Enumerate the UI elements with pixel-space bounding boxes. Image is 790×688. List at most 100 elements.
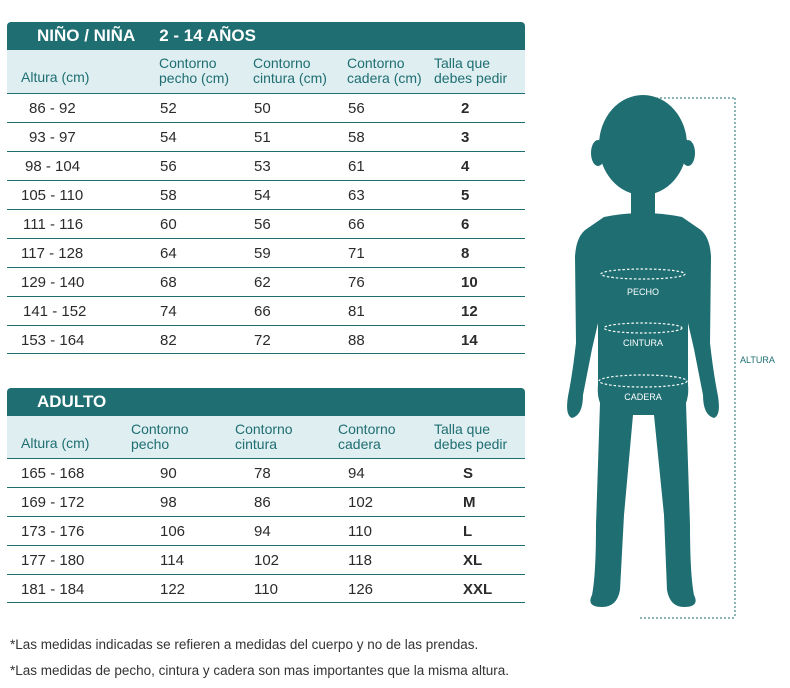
cell-cadera: 81	[348, 303, 365, 320]
kids-table-title-bar: NIÑO / NIÑA 2 - 14 AÑOS	[7, 22, 525, 50]
cell-talla: L	[463, 523, 473, 540]
kids-size-table: NIÑO / NIÑA 2 - 14 AÑOS Altura (cm) Cont…	[7, 22, 525, 354]
adult-table-title-bar: ADULTO	[7, 388, 525, 416]
child-silhouette	[567, 95, 719, 607]
cell-altura: 129 - 140	[21, 274, 85, 291]
label-pecho: PECHO	[627, 287, 659, 297]
cell-cadera: 71	[348, 245, 365, 262]
cell-pecho: 106	[160, 523, 186, 540]
cell-altura: 173 - 176	[21, 523, 85, 540]
cell-cintura: 62	[254, 274, 271, 291]
cell-talla: 4	[461, 158, 470, 175]
table-row: 181 - 184 122 110 126 XXL	[7, 574, 525, 603]
cell-cadera: 63	[348, 187, 365, 204]
kids-table-header: Altura (cm) Contorno pecho (cm) Contorno c…	[7, 50, 525, 93]
cell-altura: 141 - 152	[23, 303, 87, 320]
height-guide	[640, 97, 736, 619]
kids-table-title: NIÑO / NIÑA	[37, 26, 136, 45]
cell-cadera: 94	[348, 465, 365, 482]
cell-cintura: 110	[254, 581, 278, 598]
cell-altura: 111 - 116	[23, 216, 84, 233]
header-altura: Altura (cm)	[21, 69, 90, 85]
footnote-body-measurements: *Las medidas indicadas se refieren a med…	[10, 637, 479, 652]
adult-table-header: Altura (cm) Contorno pecho Contorno cintur…	[7, 416, 525, 458]
cell-cintura: 59	[254, 245, 271, 262]
cell-altura: 93 - 97	[29, 129, 76, 146]
header-cintura: Contorno cintura (cm)	[253, 55, 327, 86]
cell-pecho: 60	[160, 216, 177, 233]
header-altura: Altura (cm)	[21, 435, 90, 451]
cell-talla: 3	[461, 129, 470, 146]
cell-talla: 5	[461, 187, 470, 204]
cell-cadera: 126	[348, 581, 374, 598]
cell-cadera: 61	[348, 158, 365, 175]
cell-talla: 2	[461, 100, 470, 117]
header-cintura: Contorno cintura	[235, 421, 293, 452]
cell-cadera: 56	[348, 100, 365, 117]
table-row: 86 - 92 52 50 56 2	[7, 93, 525, 122]
cell-talla: 6	[461, 216, 470, 233]
cell-talla: 10	[461, 274, 478, 291]
cell-pecho: 98	[160, 494, 177, 511]
table-row: 173 - 176 106 94 110 L	[7, 516, 525, 545]
cell-cadera: 88	[348, 332, 365, 349]
cell-altura: 98 - 104	[25, 158, 81, 175]
cell-cadera: 58	[348, 129, 365, 146]
cell-cadera: 110	[348, 523, 372, 540]
cell-cadera: 118	[348, 552, 372, 569]
cell-pecho: 54	[160, 129, 177, 146]
header-talla: Talla que debes pedir	[434, 55, 508, 86]
cell-cadera: 66	[348, 216, 365, 233]
cell-cadera: 76	[348, 274, 365, 291]
table-row: 93 - 97 54 51 58 3	[7, 122, 525, 151]
cell-pecho: 82	[160, 332, 177, 349]
cell-pecho: 90	[160, 465, 177, 482]
cell-talla: XXL	[463, 581, 493, 598]
cell-altura: 86 - 92	[29, 100, 76, 117]
cell-altura: 181 - 184	[21, 581, 85, 598]
cell-talla: 12	[461, 303, 478, 320]
cell-altura: 165 - 168	[21, 465, 85, 482]
header-pecho: Contorno pecho (cm)	[159, 55, 230, 86]
cell-cintura: 66	[254, 303, 271, 320]
table-row: 117 - 128 64 59 71 8	[7, 238, 525, 267]
label-altura: ALTURA	[740, 355, 775, 365]
measurement-lines	[598, 268, 688, 388]
cell-cintura: 72	[254, 332, 271, 349]
cell-altura: 177 - 180	[21, 552, 85, 569]
kids-age-range: 2 - 14 AÑOS	[159, 26, 256, 45]
cell-talla: 8	[461, 245, 470, 262]
cell-cintura: 78	[254, 465, 271, 482]
cell-cintura: 94	[254, 523, 271, 540]
cell-talla: M	[463, 494, 476, 511]
cell-talla: XL	[463, 552, 483, 569]
cell-cintura: 56	[254, 216, 271, 233]
header-cadera: Contorno cadera	[338, 421, 396, 452]
cell-pecho: 56	[160, 158, 177, 175]
table-row: 177 - 180 114 102 118 XL	[7, 545, 525, 574]
cell-cintura: 86	[254, 494, 271, 511]
table-row: 98 - 104 56 53 61 4	[7, 151, 525, 180]
cell-altura: 105 - 110	[21, 187, 84, 204]
adult-size-table: ADULTO Altura (cm) Contorno pecho Contorn…	[7, 388, 525, 603]
adult-table-body: 165 - 168 90 78 94 S 169 - 172 98 86 102…	[7, 458, 525, 603]
body-measurement-figure: PECHO CINTURA CADERA ALTURA	[567, 95, 775, 619]
cell-talla: 14	[461, 332, 478, 349]
cell-pecho: 68	[160, 274, 177, 291]
cell-altura: 169 - 172	[21, 494, 85, 511]
adult-table-title: ADULTO	[37, 392, 107, 411]
cell-pecho: 64	[160, 245, 177, 262]
header-talla: Talla que debes pedir	[434, 421, 508, 452]
cell-cadera: 102	[348, 494, 374, 511]
header-pecho: Contorno pecho	[131, 421, 189, 452]
cell-cintura: 51	[254, 129, 271, 146]
label-cintura: CINTURA	[623, 338, 663, 348]
cell-cintura: 102	[254, 552, 280, 569]
table-row: 111 - 116 60 56 66 6	[7, 209, 525, 238]
table-row: 129 - 140 68 62 76 10	[7, 267, 525, 296]
cell-cintura: 50	[254, 100, 271, 117]
cell-pecho: 74	[160, 303, 177, 320]
cell-altura: 153 - 164	[21, 332, 85, 349]
cell-pecho: 114	[160, 552, 184, 569]
table-row: 141 - 152 74 66 81 12	[7, 296, 525, 325]
